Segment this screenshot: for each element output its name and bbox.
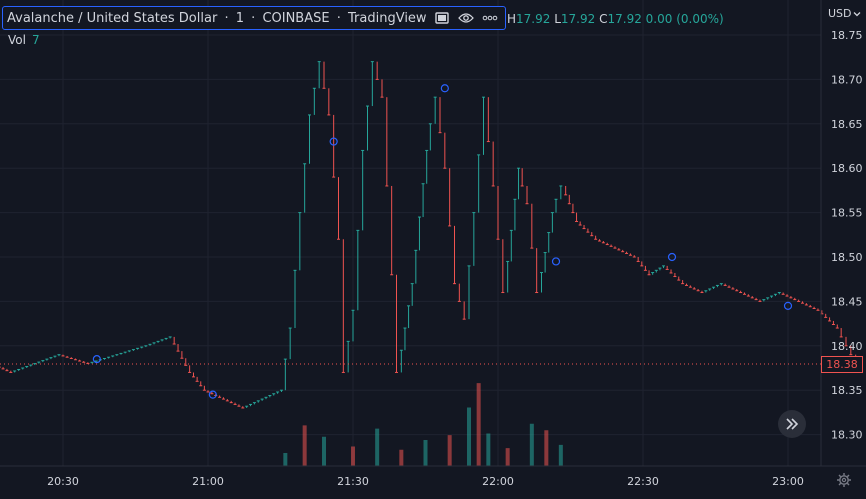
time-tick-label: 22:30 bbox=[627, 475, 659, 488]
volume-legend[interactable]: Vol 7 bbox=[8, 33, 40, 47]
volume-bar bbox=[558, 444, 563, 466]
price-tick-label: 18.70 bbox=[831, 73, 863, 86]
price-tick-label: 18.60 bbox=[831, 162, 863, 175]
close-label: C bbox=[599, 12, 608, 26]
symbol-legend[interactable]: Avalanche / United States Dollar · 1 · C… bbox=[2, 6, 506, 30]
volume-bar bbox=[283, 453, 288, 466]
currency-label: USD bbox=[828, 7, 852, 20]
legend-separator bbox=[257, 11, 261, 26]
volume-bar bbox=[476, 383, 481, 466]
last-price-label: 18.38 bbox=[821, 356, 863, 373]
volume-bar bbox=[486, 433, 491, 466]
time-tick-label: 21:30 bbox=[337, 475, 369, 488]
volume-bar bbox=[505, 448, 510, 466]
legend-separator bbox=[231, 11, 235, 26]
price-axis[interactable]: 18.75 18.70 18.65 18.60 18.55 18.50 18.45 18.40… bbox=[831, 29, 863, 442]
event-marker bbox=[208, 390, 217, 399]
interval-value: 1 bbox=[235, 10, 245, 26]
legend-separator bbox=[245, 11, 249, 26]
volume-value: 7 bbox=[31, 33, 40, 47]
scroll-to-realtime-button[interactable] bbox=[778, 410, 806, 438]
event-marker bbox=[667, 252, 677, 262]
volume-bar bbox=[467, 407, 471, 466]
volume-bar bbox=[447, 435, 452, 466]
volume-bar bbox=[375, 428, 380, 466]
volume-bar bbox=[302, 425, 307, 466]
legend-separator: · bbox=[251, 10, 256, 26]
time-tick-label: 20:30 bbox=[47, 475, 79, 488]
price-tick-label: 18.35 bbox=[831, 384, 863, 397]
price-tick-label: 18.45 bbox=[831, 295, 863, 308]
event-marker bbox=[783, 301, 793, 310]
ohlc-values: H17.92 L17.92 C17.92 0.00 (0.00%) bbox=[507, 12, 724, 26]
event-marker bbox=[440, 84, 449, 93]
low-value: 17.92 bbox=[560, 12, 596, 26]
time-tick-label: 23:00 bbox=[772, 475, 804, 488]
legend-separator: · bbox=[224, 10, 229, 26]
time-tick-label: 21:00 bbox=[192, 475, 224, 488]
legend-separator bbox=[331, 11, 335, 26]
price-tick-label: 18.40 bbox=[831, 340, 863, 353]
candles bbox=[0, 61, 858, 409]
change-value: 0.00 (0.00%) bbox=[645, 12, 724, 26]
volume-bar bbox=[399, 449, 404, 466]
source-name: TradingView bbox=[348, 10, 427, 26]
high-value: 17.92 bbox=[516, 12, 551, 26]
time-axis[interactable]: 20:30 21:00 21:30 22:00 22:30 23:00 bbox=[47, 475, 804, 488]
chevron-down-icon bbox=[853, 11, 860, 16]
volume-bar bbox=[544, 430, 549, 466]
event-marker bbox=[92, 355, 101, 364]
eye-icon[interactable] bbox=[457, 9, 475, 27]
exchange-name: COINBASE bbox=[262, 10, 330, 26]
close-value: 17.92 bbox=[607, 12, 642, 26]
price-tick-label: 18.50 bbox=[831, 251, 863, 264]
legend-separator bbox=[218, 11, 222, 26]
time-tick-label: 22:00 bbox=[482, 475, 514, 488]
symbol-name: Avalanche / United States Dollar bbox=[7, 10, 218, 26]
legend-separator: · bbox=[336, 10, 341, 26]
low-label: L bbox=[554, 12, 561, 26]
volume-bar bbox=[529, 423, 534, 466]
more-icon[interactable] bbox=[481, 9, 499, 27]
price-tick-label: 18.75 bbox=[831, 29, 863, 42]
flag-icon[interactable] bbox=[433, 9, 451, 27]
high-label: H bbox=[507, 12, 517, 26]
legend-separator bbox=[343, 11, 347, 26]
event-marker bbox=[329, 137, 338, 146]
volume-bar bbox=[423, 440, 428, 466]
currency-selector[interactable]: USD bbox=[828, 7, 862, 20]
price-tick-label: 18.55 bbox=[831, 207, 863, 220]
volume-bar bbox=[322, 436, 326, 466]
price-tick-label: 18.65 bbox=[831, 118, 863, 131]
event-marker bbox=[551, 257, 561, 266]
double-chevron-right-icon bbox=[786, 418, 799, 430]
markers bbox=[92, 84, 793, 399]
volume-bars bbox=[283, 383, 563, 466]
volume-bar bbox=[351, 446, 355, 466]
gear-icon[interactable] bbox=[836, 472, 852, 488]
price-tick-label: 18.30 bbox=[831, 429, 863, 442]
volume-label: Vol bbox=[8, 33, 26, 47]
